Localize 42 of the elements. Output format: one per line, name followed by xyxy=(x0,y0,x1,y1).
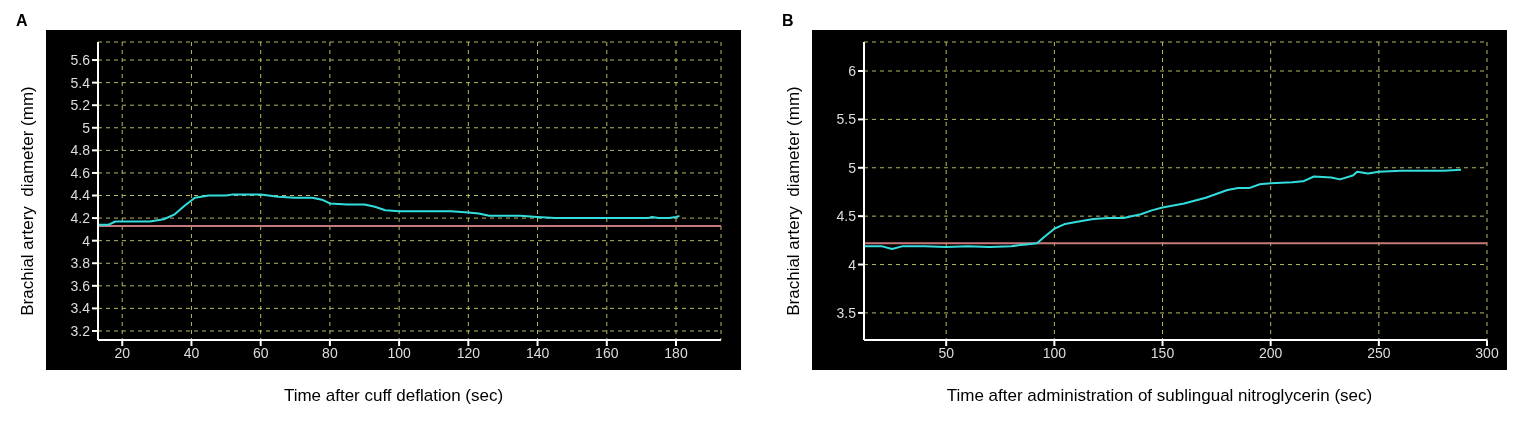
x-tick-label: 180 xyxy=(664,344,688,361)
x-tick-label: 120 xyxy=(456,344,481,361)
y-tick-label: 3.2 xyxy=(70,322,91,339)
x-tick-label: 250 xyxy=(1367,344,1391,361)
y-tick-label: 5.4 xyxy=(70,74,91,91)
y-tick-label: 4.4 xyxy=(70,187,91,204)
y-tick-label: 4 xyxy=(848,256,857,273)
x-tick-label: 20 xyxy=(114,344,131,361)
x-tick-label: 50 xyxy=(938,344,955,361)
y-tick-label: 5 xyxy=(848,159,857,176)
x-tick-label: 60 xyxy=(252,344,269,361)
x-tick-label: 300 xyxy=(1475,344,1499,361)
y-tick-label: 5.5 xyxy=(836,111,857,128)
y-tick-label: 3.6 xyxy=(70,277,91,294)
chart-title: A xyxy=(16,12,28,30)
y-tick-label: 3.4 xyxy=(70,300,91,317)
y-axis-title: Brachial artery diameter (mm) xyxy=(784,86,803,316)
line-series xyxy=(98,193,681,226)
x-tick-label: 80 xyxy=(322,344,338,361)
x-tick-label: 100 xyxy=(387,344,412,361)
x-tick-label: 100 xyxy=(1042,344,1067,361)
chart-title: B xyxy=(782,12,794,30)
y-tick-label: 5.2 xyxy=(70,97,91,114)
y-tick-label: 4.6 xyxy=(70,164,91,181)
x-tick-label: 160 xyxy=(595,344,619,361)
y-axis-title: Brachial artery diameter (mm) xyxy=(18,86,37,316)
y-tick-label: 4.5 xyxy=(836,208,857,225)
y-tick-label: 3.8 xyxy=(70,255,91,272)
y-tick-label: 4.2 xyxy=(70,210,91,227)
x-axis-title: Time after administration of sublingual nitroglycerin (sec) xyxy=(945,386,1374,406)
y-tick-label: 3.5 xyxy=(836,304,857,321)
x-axis-title: Time after cuff deflation (sec) xyxy=(282,386,505,406)
line-series xyxy=(864,168,1463,251)
y-tick-label: 6 xyxy=(848,63,857,79)
x-tick-label: 40 xyxy=(183,344,200,361)
x-tick-label: 140 xyxy=(525,344,550,361)
y-tick-label: 4.8 xyxy=(70,142,91,159)
y-tick-label: 4 xyxy=(82,232,91,249)
x-tick-label: 200 xyxy=(1259,344,1283,361)
y-tick-label: 5 xyxy=(82,119,91,136)
y-tick-label: 5.6 xyxy=(70,52,91,69)
x-tick-label: 150 xyxy=(1150,344,1175,361)
